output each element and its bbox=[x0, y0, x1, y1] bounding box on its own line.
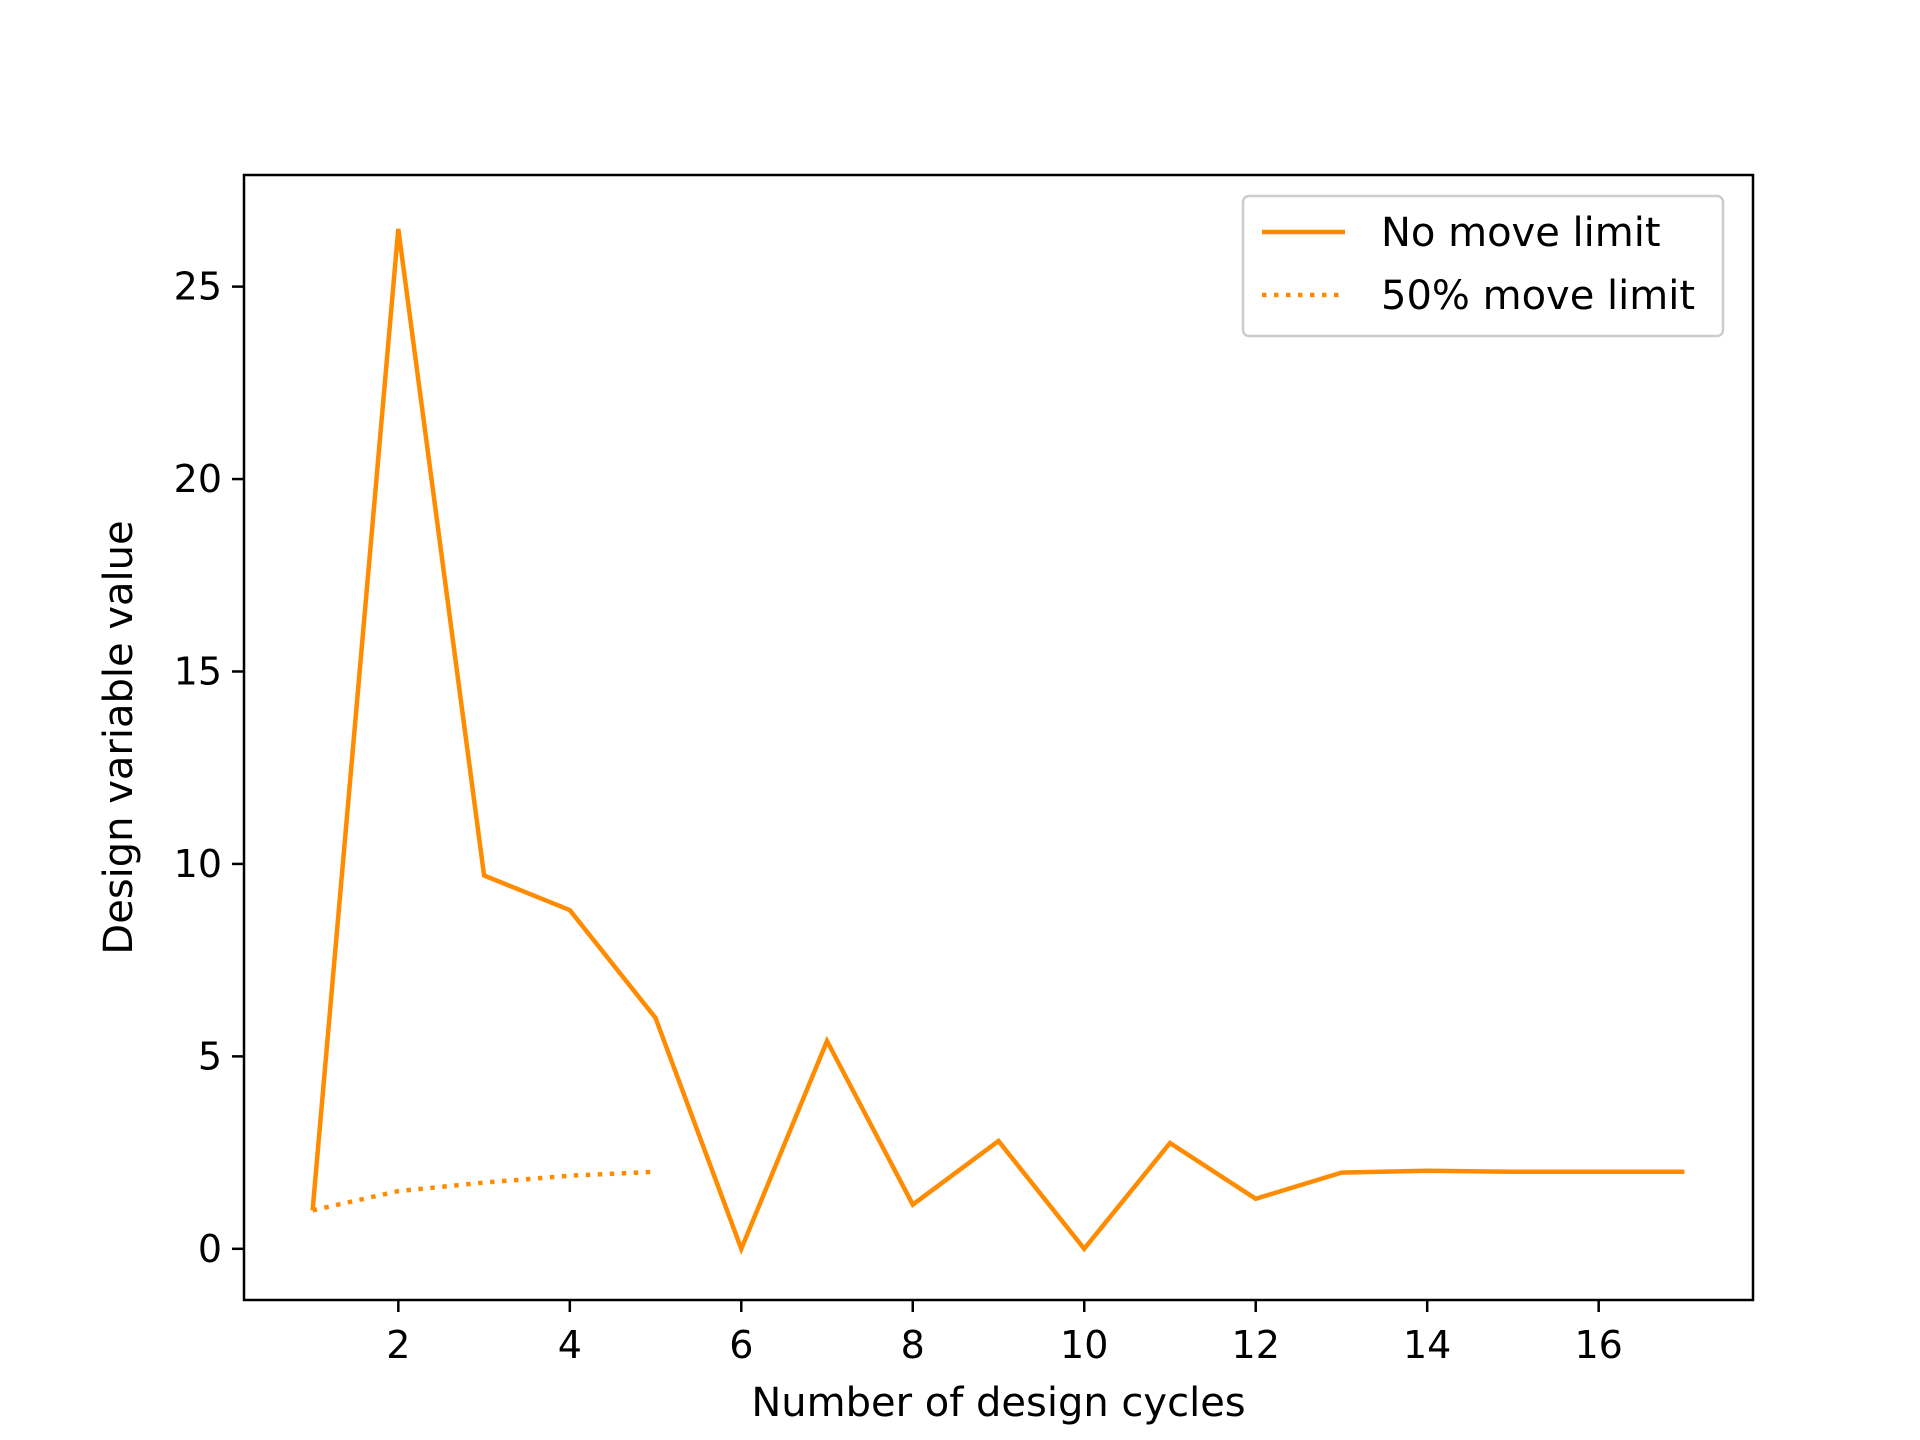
x-tick-label: 6 bbox=[729, 1323, 753, 1367]
x-tick-label: 10 bbox=[1060, 1323, 1108, 1367]
series-line-2 bbox=[312, 1169, 656, 1213]
x-tick-label: 14 bbox=[1403, 1323, 1451, 1367]
legend-box bbox=[1241, 194, 1725, 338]
x-tick-label: 2 bbox=[386, 1323, 410, 1367]
y-tick-label: 25 bbox=[174, 265, 222, 309]
series-line-1 bbox=[310, 228, 1685, 1255]
x-tick-label: 8 bbox=[901, 1323, 925, 1367]
x-tick-label: 4 bbox=[558, 1323, 582, 1367]
y-axis-title: Design variable value bbox=[96, 520, 142, 954]
y-tick-label: 20 bbox=[174, 457, 222, 501]
y-tick-label: 5 bbox=[198, 1034, 222, 1078]
x-axis: 2 4 6 8 10 12 14 16 bbox=[386, 1300, 1623, 1367]
legend-label-2: 50% move limit bbox=[1381, 273, 1695, 319]
legend: No move limit 50% move limit bbox=[1241, 194, 1725, 338]
x-axis-title: Number of design cycles bbox=[751, 1380, 1245, 1426]
y-tick-label: 0 bbox=[198, 1227, 222, 1271]
plot-area-frame bbox=[242, 173, 1755, 1302]
y-tick-label: 15 bbox=[174, 649, 222, 693]
x-tick-label: 16 bbox=[1574, 1323, 1622, 1367]
y-axis: 0 5 10 15 20 25 bbox=[174, 265, 244, 1271]
legend-label-1: No move limit bbox=[1381, 210, 1661, 256]
x-tick-label: 12 bbox=[1232, 1323, 1280, 1367]
series-layer bbox=[310, 228, 1685, 1255]
y-tick-label: 10 bbox=[174, 842, 222, 886]
